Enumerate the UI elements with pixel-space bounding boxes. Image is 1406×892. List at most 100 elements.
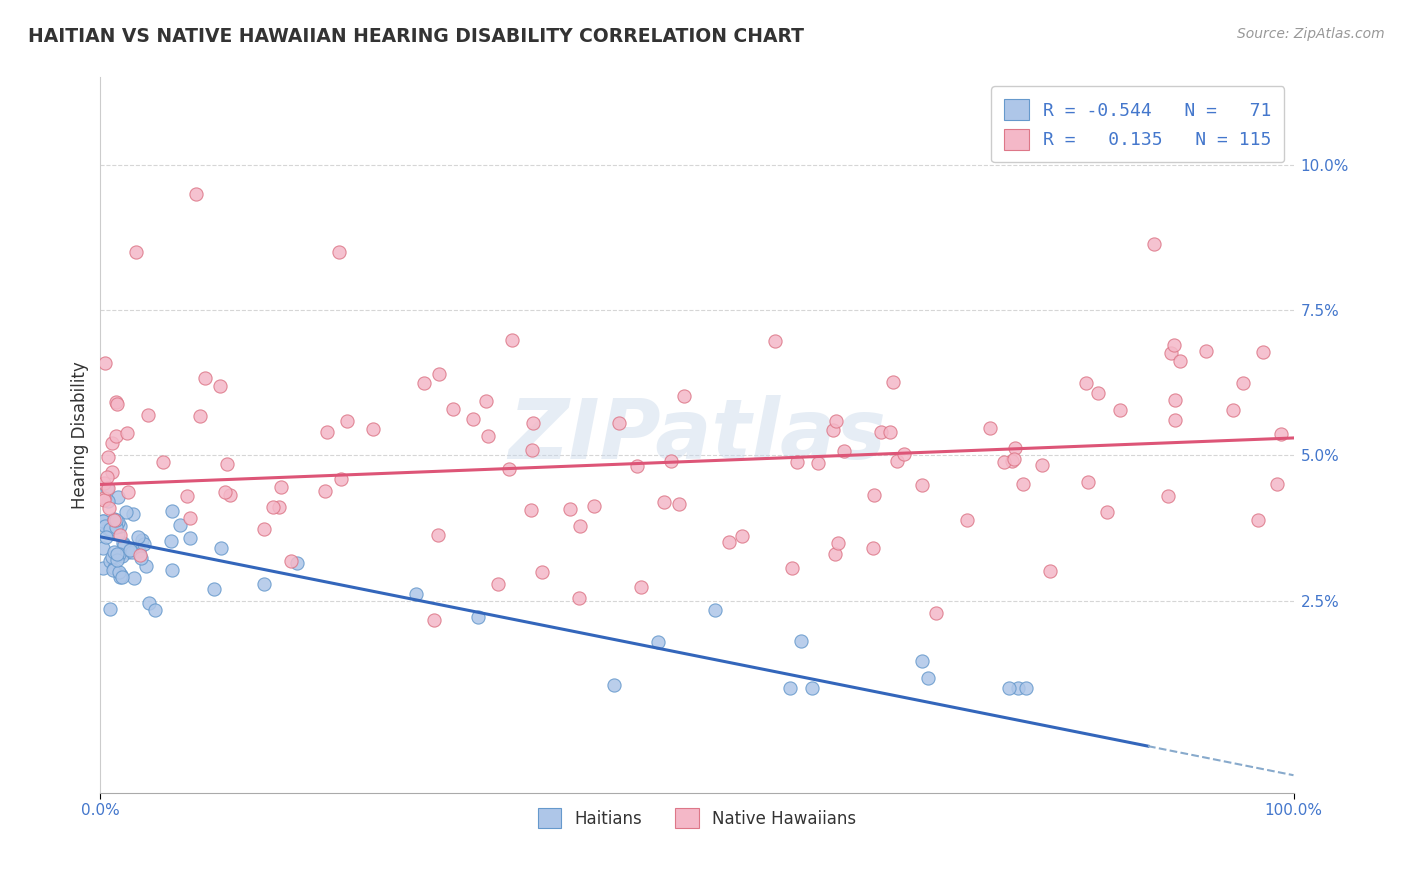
Point [169,518,191,533]
Point [160,504,183,518]
Point [208,379,231,393]
Point [214,484,236,499]
Point [105,513,128,527]
Point [143,603,166,617]
Point [138,596,160,610]
Point [128,544,150,558]
Point [1004,442,1026,456]
Point [93,518,115,533]
Point [824,547,846,561]
Point [659,454,682,468]
Point [129,549,152,563]
Point [270,480,292,494]
Point [93,493,115,508]
Point [107,490,129,504]
Point [122,571,145,585]
Point [103,563,125,577]
Point [832,444,855,458]
Point [97,493,120,508]
Point [993,455,1015,469]
Point [790,634,813,648]
Point [96,530,118,544]
Point [120,542,142,557]
Point [824,414,846,428]
Point [107,566,129,580]
Point [122,508,145,522]
Point [647,635,669,649]
Point [127,530,149,544]
Point [108,528,131,542]
Point [100,549,122,564]
Point [1270,427,1292,442]
Point [703,602,725,616]
Y-axis label: Hearing Disability: Hearing Disability [72,361,89,509]
Point [219,488,242,502]
Point [1095,505,1118,519]
Point [522,416,544,430]
Point [475,394,498,409]
Point [427,367,450,381]
Point [1014,681,1036,695]
Point [328,244,350,259]
Point [569,519,592,533]
Point [568,591,591,606]
Point [100,435,122,450]
Point [107,515,129,529]
Point [285,556,308,570]
Point [103,513,125,527]
Point [194,371,217,385]
Point [956,513,979,527]
Point [160,563,183,577]
Point [1164,412,1187,426]
Point [882,375,904,389]
Point [101,465,124,479]
Point [626,458,648,473]
Point [93,475,115,490]
Point [717,534,740,549]
Point [134,558,156,573]
Legend: Haitians, Native Hawaiians: Haitians, Native Hawaiians [531,802,863,834]
Point [184,186,207,201]
Point [94,356,117,370]
Point [152,455,174,469]
Point [361,422,384,436]
Point [105,553,128,567]
Point [652,495,675,509]
Point [253,577,276,591]
Point [879,425,901,440]
Point [477,429,499,443]
Point [110,567,132,582]
Point [486,576,509,591]
Point [91,515,114,529]
Point [862,488,884,502]
Point [463,411,485,425]
Point [786,455,808,469]
Point [115,426,138,441]
Point [103,561,125,575]
Point [117,545,139,559]
Point [98,522,121,536]
Point [111,549,134,563]
Point [105,429,128,443]
Point [1232,376,1254,391]
Point [780,561,803,575]
Point [1168,353,1191,368]
Point [253,522,276,536]
Point [105,520,128,534]
Point [1222,402,1244,417]
Point [520,503,543,517]
Point [893,447,915,461]
Point [870,425,893,440]
Point [117,485,139,500]
Point [501,333,523,347]
Point [668,497,690,511]
Point [112,535,135,549]
Point [125,244,148,259]
Point [114,505,136,519]
Point [91,541,114,555]
Point [121,545,143,559]
Point [91,514,114,528]
Point [262,500,284,514]
Point [1265,477,1288,491]
Point [105,547,128,561]
